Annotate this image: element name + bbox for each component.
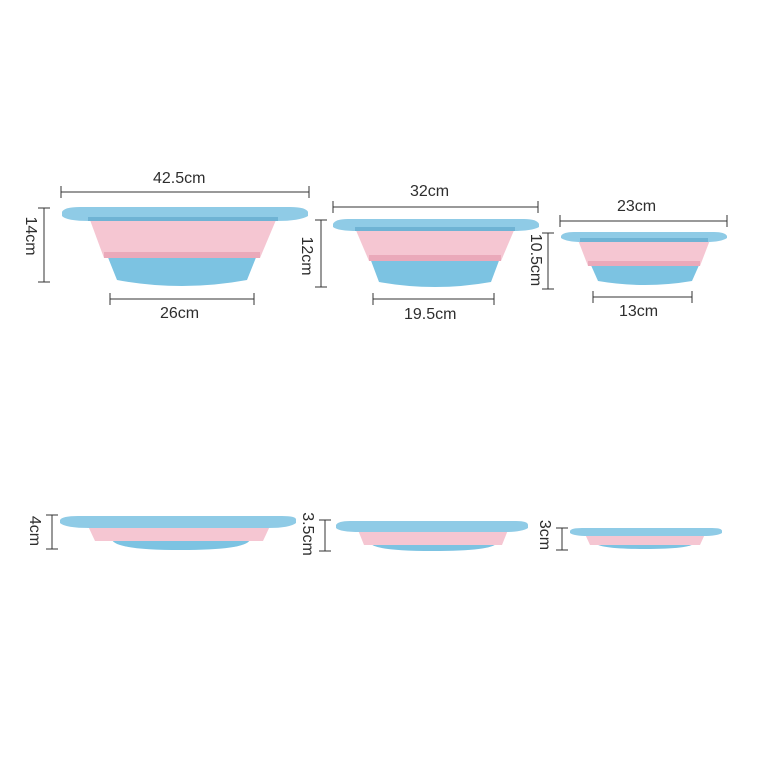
collapsed-large-height-label: 4cm <box>26 515 43 547</box>
collapsed-small-height-label: 3cm <box>536 519 553 551</box>
collapsed-medium-basin <box>336 521 528 551</box>
medium-top-width-label: 32cm <box>410 183 450 200</box>
collapsed-medium-rim <box>336 521 528 532</box>
collapsed-medium-height-label: 3.5cm <box>299 512 316 556</box>
collapsed-large-base <box>112 540 250 550</box>
large-basin-body-pink <box>90 220 276 258</box>
dimension-lines <box>38 186 728 552</box>
expanded-large-basin <box>62 207 308 286</box>
small-basin-body-base <box>590 263 700 285</box>
medium-basin-rim-shadow <box>355 227 515 231</box>
collapsed-small-rim <box>570 528 722 536</box>
small-top-width-label: 23cm <box>617 198 657 215</box>
small-basin-rim-shadow <box>580 238 708 242</box>
expanded-small-basin <box>561 232 727 285</box>
expanded-medium-basin <box>333 219 539 287</box>
medium-bottom-width-label: 19.5cm <box>404 306 457 323</box>
large-height-label: 14cm <box>22 216 39 256</box>
small-bottom-width-label: 13cm <box>619 303 659 320</box>
large-bottom-width-label: 26cm <box>160 305 200 322</box>
collapsed-small-basin <box>570 528 722 549</box>
medium-height-label: 12cm <box>298 236 315 276</box>
small-basin-pink-fold <box>588 261 700 266</box>
large-basin-rim-shadow <box>88 217 278 221</box>
large-top-width-label: 42.5cm <box>153 170 206 187</box>
small-basin-body-pink <box>578 240 710 266</box>
collapsed-large-rim <box>60 516 297 528</box>
collapsed-large-basin <box>60 516 297 550</box>
medium-basin-pink-fold <box>369 255 501 261</box>
large-basin-body-base <box>107 255 257 286</box>
collapsed-small-pink <box>585 534 705 545</box>
collapsed-large-pink <box>88 526 270 541</box>
collapsed-medium-pink <box>358 530 508 545</box>
medium-basin-body-pink <box>355 228 515 261</box>
medium-basin-body-base <box>370 258 500 287</box>
small-height-label: 10.5cm <box>527 233 544 287</box>
large-basin-pink-fold <box>104 252 260 258</box>
